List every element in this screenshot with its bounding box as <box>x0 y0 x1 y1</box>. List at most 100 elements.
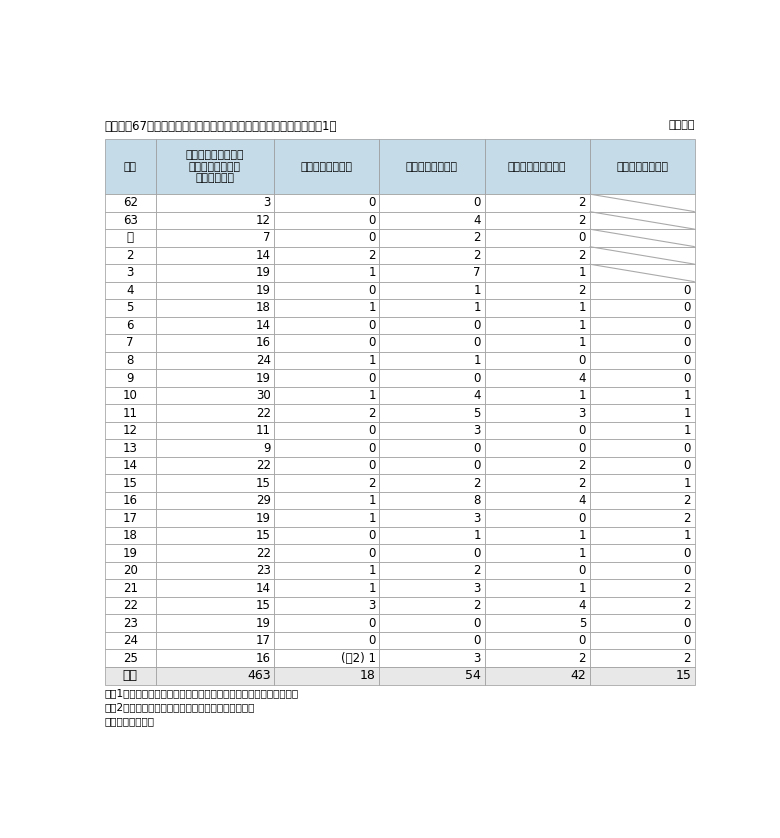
Bar <box>379 649 484 667</box>
Text: 0: 0 <box>684 319 691 332</box>
Text: （注2）　海上保安庁の航空機による捜索救助活動。: （注2） 海上保安庁の航空機による捜索救助活動。 <box>105 702 255 712</box>
Bar <box>590 212 695 229</box>
Bar <box>275 510 379 527</box>
Text: 2: 2 <box>683 599 691 613</box>
Bar <box>590 649 695 667</box>
Bar <box>105 212 156 229</box>
Bar <box>275 282 379 299</box>
Text: 1: 1 <box>473 354 481 367</box>
Text: 8: 8 <box>126 354 134 367</box>
Bar <box>379 492 484 510</box>
Bar <box>379 474 484 492</box>
Bar <box>484 614 590 632</box>
Text: 42: 42 <box>570 670 586 682</box>
Bar <box>275 422 379 439</box>
Bar <box>156 317 275 334</box>
Bar <box>156 229 275 246</box>
Text: 0: 0 <box>368 424 376 437</box>
Bar <box>484 404 590 422</box>
Text: 0: 0 <box>473 459 481 472</box>
Bar <box>379 194 484 212</box>
Bar <box>105 229 156 246</box>
Bar <box>484 212 590 229</box>
Bar <box>379 667 484 685</box>
Bar <box>275 229 379 246</box>
Text: 0: 0 <box>684 337 691 349</box>
Bar <box>105 649 156 667</box>
Bar <box>156 194 275 212</box>
Bar <box>379 422 484 439</box>
Text: 2: 2 <box>368 406 376 420</box>
Text: 0: 0 <box>579 354 586 367</box>
Text: 2: 2 <box>683 512 691 525</box>
Bar <box>484 474 590 492</box>
Text: 1: 1 <box>368 512 376 525</box>
Bar <box>379 387 484 404</box>
Text: 3: 3 <box>473 652 481 665</box>
Text: 4: 4 <box>579 599 586 613</box>
Text: 15: 15 <box>256 477 271 489</box>
Bar <box>275 667 379 685</box>
Bar <box>379 264 484 282</box>
Bar <box>275 527 379 545</box>
Text: 0: 0 <box>473 617 481 629</box>
Bar <box>105 422 156 439</box>
Text: 2: 2 <box>473 249 481 262</box>
Bar <box>275 492 379 510</box>
Bar <box>590 370 695 387</box>
Text: 2: 2 <box>473 564 481 577</box>
Bar <box>484 562 590 579</box>
Bar <box>105 299 156 317</box>
Text: 0: 0 <box>473 196 481 210</box>
Text: 0: 0 <box>684 564 691 577</box>
Text: 1: 1 <box>579 266 586 279</box>
Text: 1: 1 <box>579 529 586 542</box>
Bar <box>105 597 156 614</box>
Text: 0: 0 <box>368 214 376 227</box>
Bar <box>275 632 379 649</box>
Text: 2: 2 <box>579 652 586 665</box>
Bar <box>275 404 379 422</box>
Bar <box>590 404 695 422</box>
Text: 合計: 合計 <box>122 670 138 682</box>
Text: 1: 1 <box>579 319 586 332</box>
Text: 3: 3 <box>579 406 586 420</box>
Bar <box>484 299 590 317</box>
Text: 5: 5 <box>579 617 586 629</box>
Bar <box>105 246 156 264</box>
Bar <box>379 439 484 457</box>
Text: 0: 0 <box>473 319 481 332</box>
Bar <box>590 352 695 370</box>
Bar <box>379 299 484 317</box>
Bar <box>156 387 275 404</box>
Text: 1: 1 <box>473 302 481 314</box>
Bar <box>275 352 379 370</box>
Text: 16: 16 <box>256 652 271 665</box>
Bar <box>484 352 590 370</box>
Text: （注1）「国際緊急援助隊の派遣に関する法律」の施行以降の実績。: （注1）「国際緊急援助隊の派遣に関する法律」の施行以降の実績。 <box>105 688 299 698</box>
Text: 1: 1 <box>683 406 691 420</box>
Bar <box>156 457 275 474</box>
Bar <box>105 614 156 632</box>
Text: 1: 1 <box>683 529 691 542</box>
Text: 0: 0 <box>684 442 691 454</box>
Text: 8: 8 <box>473 494 481 507</box>
Text: 0: 0 <box>579 231 586 245</box>
Bar <box>156 246 275 264</box>
Bar <box>105 334 156 352</box>
Text: 7: 7 <box>263 231 271 245</box>
Bar <box>156 139 275 194</box>
Text: 16: 16 <box>122 494 138 507</box>
Bar <box>484 139 590 194</box>
Text: 19: 19 <box>122 546 138 560</box>
Text: 0: 0 <box>368 634 376 647</box>
Text: 18: 18 <box>122 529 137 542</box>
Text: 29: 29 <box>256 494 271 507</box>
Bar <box>105 194 156 212</box>
Text: 0: 0 <box>368 442 376 454</box>
Text: 1: 1 <box>473 284 481 297</box>
Bar <box>156 422 275 439</box>
Bar <box>590 317 695 334</box>
Bar <box>275 474 379 492</box>
Text: 2: 2 <box>579 196 586 210</box>
